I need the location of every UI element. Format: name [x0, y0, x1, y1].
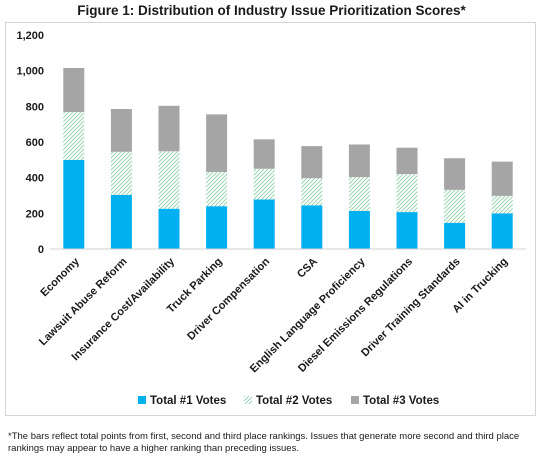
bar-segment-3: [301, 146, 323, 179]
y-tick-label: 800: [26, 101, 44, 113]
bar-segment-2: [444, 189, 466, 223]
legend-swatch-2: [244, 396, 252, 404]
legend-label: Total #1 Votes: [150, 395, 226, 407]
bar-segment-2: [348, 177, 370, 212]
bar-segment-1: [158, 208, 180, 249]
bar-segment-2: [110, 151, 132, 195]
bar-segment-3: [491, 161, 513, 196]
x-category-label: Insurance Cost/Availability: [69, 255, 177, 363]
y-tick-label: 400: [26, 173, 44, 185]
bar-segment-2: [491, 195, 513, 214]
x-category-label: Lawsuit Abuse Reform: [37, 255, 130, 348]
bar-segment-2: [158, 151, 180, 209]
legend: Total #1 Votes Total #2 Votes Total #3 Vot…: [138, 395, 439, 407]
legend-swatch-1: [138, 396, 146, 404]
y-axis: 0 200 400 600 800 1,000 1,200: [16, 30, 44, 256]
bar-segment-1: [491, 213, 513, 249]
bars: [63, 67, 513, 250]
x-category-label: Economy: [38, 255, 82, 299]
bar-segment-3: [110, 109, 132, 152]
footnote: *The bars reflect total points from firs…: [8, 431, 520, 454]
bar-segment-1: [253, 199, 275, 249]
bar-segment-2: [253, 168, 275, 200]
bar-segment-3: [396, 147, 418, 175]
bar-segment-3: [444, 158, 466, 190]
bar-segment-1: [348, 211, 370, 249]
chart-area: 0 200 400 600 800 1,000 1,200 Economy Lawsuit A…: [5, 22, 536, 416]
bar-segment-2: [206, 171, 228, 207]
legend-label: Total #2 Votes: [256, 395, 332, 407]
chart-title: Figure 1: Distribution of Industry Issue…: [77, 3, 466, 18]
bar-segment-1: [301, 205, 323, 249]
bar-segment-2: [396, 174, 418, 213]
bar-segment-3: [63, 67, 85, 113]
bar-segment-1: [444, 222, 466, 249]
legend-swatch-3: [351, 396, 359, 404]
bar-segment-2: [301, 178, 323, 206]
x-category-label: Driver Training Standards: [359, 256, 463, 360]
x-category-label: CSA: [295, 256, 320, 281]
bar-segment-1: [396, 212, 418, 249]
bar-segment-1: [63, 159, 85, 249]
x-category-label: Driver Compensation: [185, 255, 272, 342]
bar-segment-1: [206, 206, 228, 249]
bar-segment-3: [158, 105, 180, 152]
bar-segment-3: [206, 114, 228, 172]
bar-segment-2: [63, 112, 85, 160]
bar-segment-1: [110, 194, 132, 250]
y-tick-label: 0: [38, 244, 44, 256]
y-tick-label: 1,000: [16, 66, 44, 78]
y-tick-label: 600: [26, 137, 44, 149]
y-tick-label: 200: [26, 208, 44, 220]
legend-label: Total #3 Votes: [363, 395, 439, 407]
bar-segment-3: [348, 144, 370, 178]
bar-segment-3: [253, 139, 275, 169]
y-tick-label: 1,200: [16, 30, 44, 42]
